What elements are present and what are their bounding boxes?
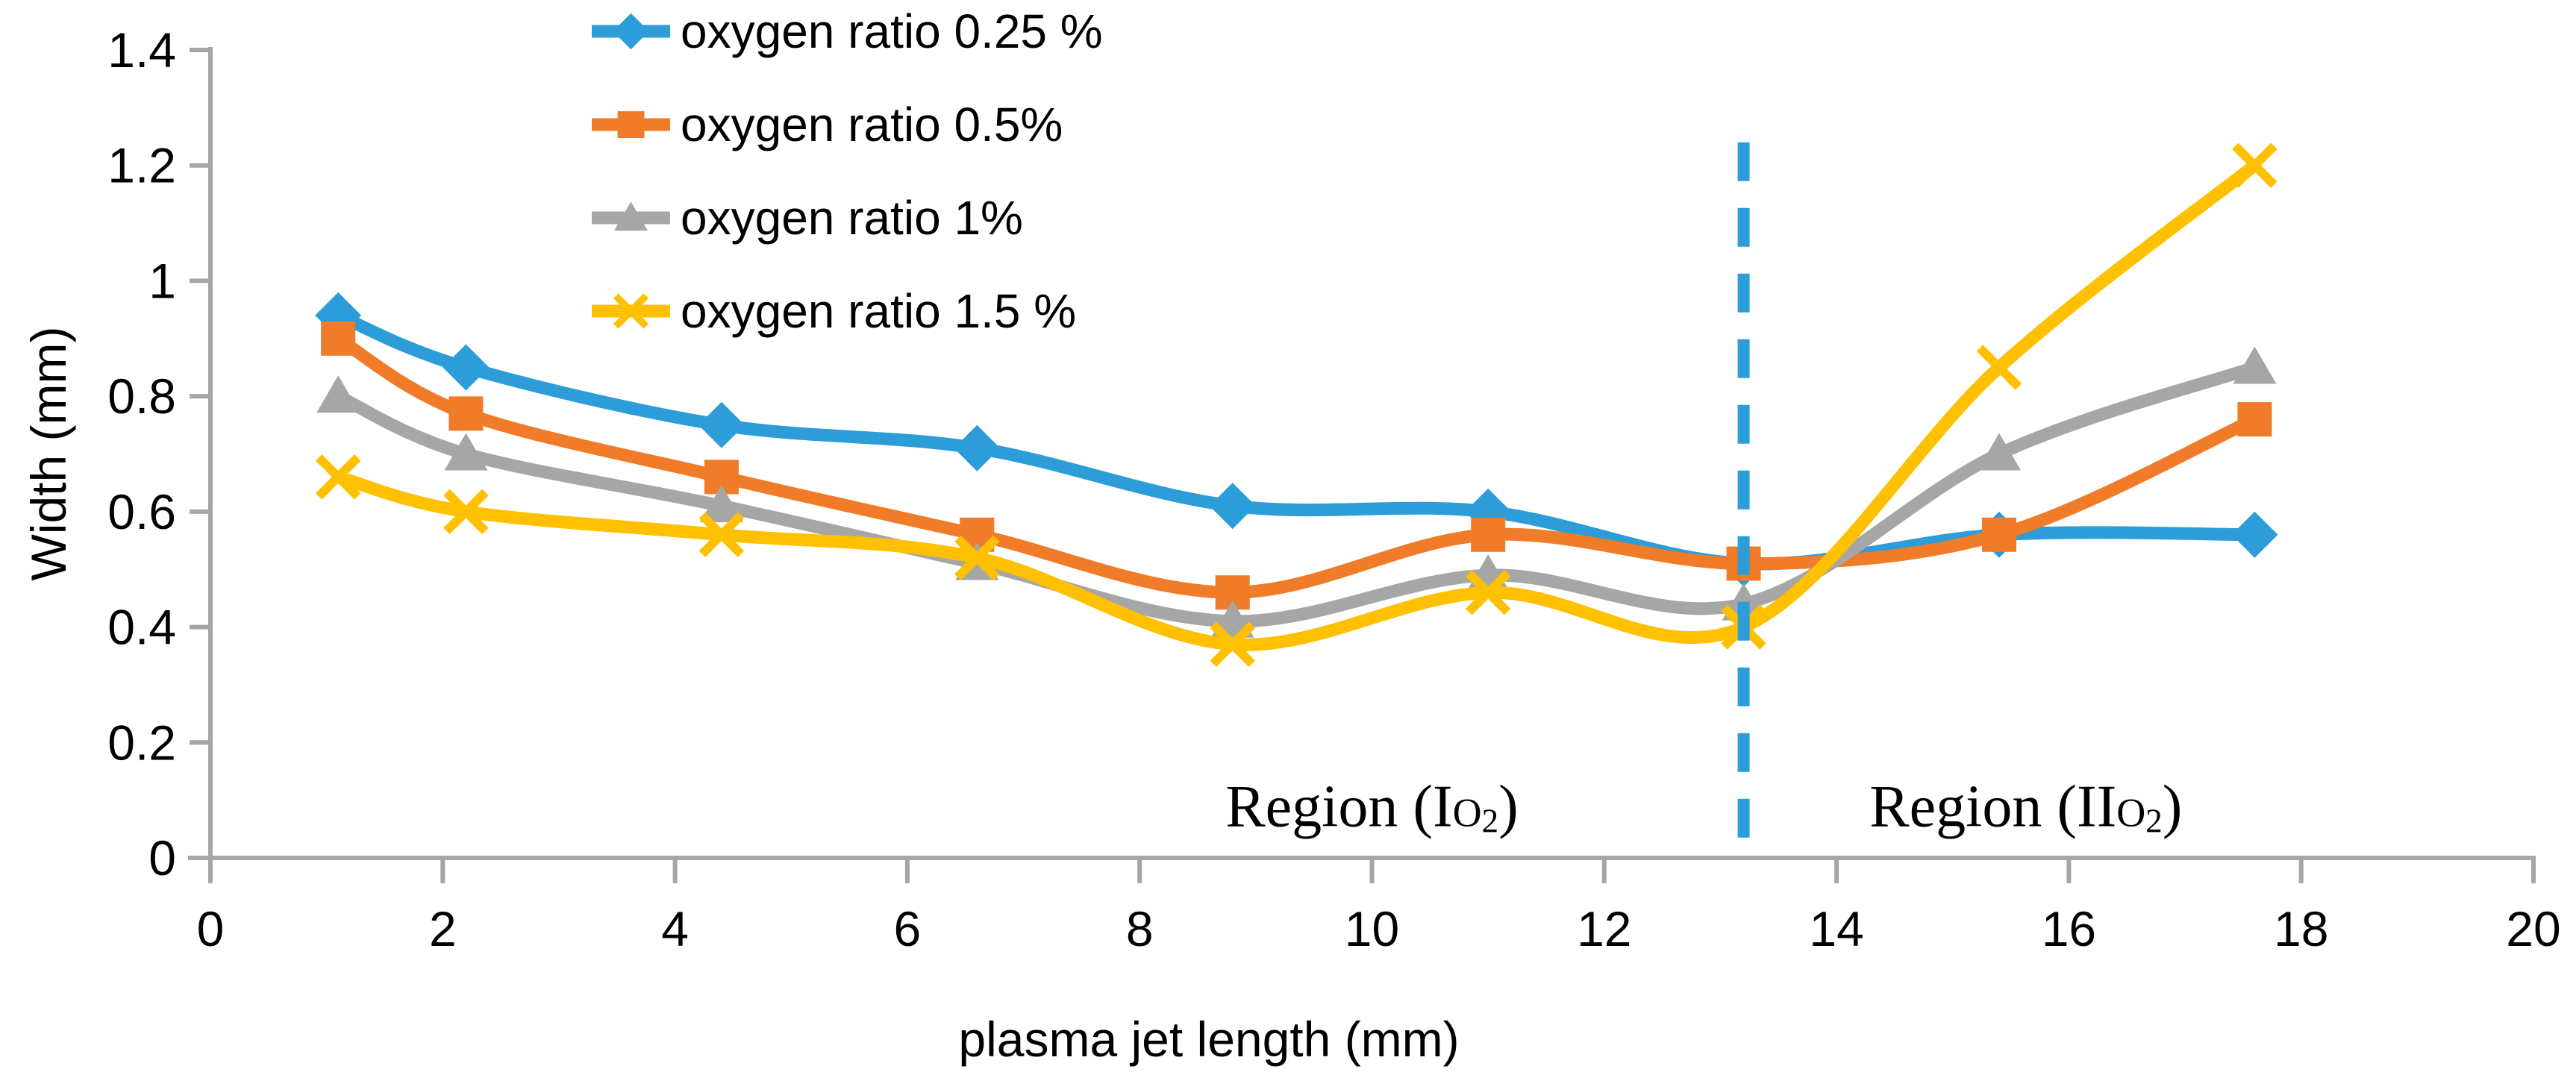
y-tick-label: 0.2 bbox=[107, 715, 176, 770]
x-tick-label: 10 bbox=[1345, 901, 1399, 956]
data-point-marker-triangle bbox=[444, 433, 488, 471]
y-tick-label: 1 bbox=[149, 253, 176, 308]
data-point-marker-diamond bbox=[2231, 511, 2278, 558]
x-axis-title: plasma jet length (mm) bbox=[958, 1012, 1459, 1067]
y-tick-label: 1.2 bbox=[107, 138, 176, 193]
data-point-marker-square bbox=[1471, 517, 1506, 552]
legend: oxygen ratio 0.25 % oxygen ratio 0.5% oxyg… bbox=[592, 4, 1103, 338]
data-point-marker-x bbox=[954, 535, 1000, 580]
data-point-marker-diamond bbox=[443, 344, 490, 391]
data-point-marker-triangle bbox=[613, 201, 648, 231]
x-tick-label: 4 bbox=[661, 901, 689, 956]
y-tick-label: 0.6 bbox=[107, 484, 176, 539]
data-point-marker-diamond bbox=[698, 401, 745, 448]
x-tick-label: 16 bbox=[2042, 901, 2096, 956]
data-point-marker-x bbox=[443, 489, 489, 535]
legend-label: oxygen ratio 0.5% bbox=[681, 98, 1063, 151]
x-tick-label: 20 bbox=[2506, 901, 2560, 956]
x-tick-label: 2 bbox=[429, 901, 457, 956]
data-point-marker-triangle bbox=[316, 375, 360, 413]
legend-label: oxygen ratio 0.25 % bbox=[681, 4, 1103, 58]
data-point-marker-x bbox=[2232, 142, 2278, 188]
series-square bbox=[321, 321, 2272, 610]
legend-item: oxygen ratio 1.5 % bbox=[592, 284, 1076, 338]
x-tick-label: 8 bbox=[1126, 901, 1154, 956]
region-annotation: Region (IO2) bbox=[1225, 774, 1519, 840]
data-point-marker-x bbox=[1465, 569, 1511, 615]
data-point-marker-triangle bbox=[699, 485, 743, 523]
data-point-marker-triangle bbox=[2233, 346, 2277, 384]
data-point-marker-diamond bbox=[1209, 483, 1256, 530]
x-tick-label: 12 bbox=[1577, 901, 1631, 956]
y-tick-label: 0 bbox=[149, 830, 176, 886]
data-point-marker-diamond bbox=[613, 13, 649, 50]
data-point-marker-x bbox=[613, 293, 649, 329]
data-point-marker-diamond bbox=[954, 424, 1001, 471]
x-tick-label: 14 bbox=[1809, 901, 1863, 956]
data-point-marker-square bbox=[617, 111, 645, 138]
y-tick-label: 0.4 bbox=[107, 600, 176, 655]
data-point-marker-x bbox=[698, 512, 745, 558]
series-x bbox=[315, 142, 2278, 668]
x-tick-label: 18 bbox=[2274, 901, 2328, 956]
legend-item: oxygen ratio 1% bbox=[592, 191, 1023, 245]
legend-label: oxygen ratio 1.5 % bbox=[681, 284, 1076, 338]
region-annotation: Region (IIO2) bbox=[1869, 774, 2182, 840]
series-curve bbox=[331, 361, 2261, 628]
data-point-marker-square bbox=[448, 396, 484, 431]
x-tick-label: 0 bbox=[197, 901, 225, 956]
y-tick-label: 1.4 bbox=[107, 22, 176, 78]
legend-item: oxygen ratio 0.25 % bbox=[592, 4, 1103, 58]
data-point-marker-x bbox=[315, 454, 361, 500]
x-tick-label: 6 bbox=[894, 901, 922, 956]
series-curve bbox=[331, 332, 2261, 599]
data-point-marker-x bbox=[1976, 345, 2022, 390]
data-point-marker-square bbox=[321, 321, 356, 356]
legend-item: oxygen ratio 0.5% bbox=[592, 98, 1063, 151]
data-point-marker-square bbox=[1982, 517, 2016, 552]
data-point-marker-square bbox=[2237, 402, 2272, 437]
series-curve bbox=[331, 159, 2261, 651]
data-point-marker-x bbox=[1210, 621, 1255, 668]
y-tick-label: 0.8 bbox=[107, 369, 176, 424]
data-point-marker-triangle bbox=[1978, 433, 2021, 471]
y-axis-title: Width (mm) bbox=[21, 327, 76, 581]
legend-label: oxygen ratio 1% bbox=[681, 191, 1023, 245]
